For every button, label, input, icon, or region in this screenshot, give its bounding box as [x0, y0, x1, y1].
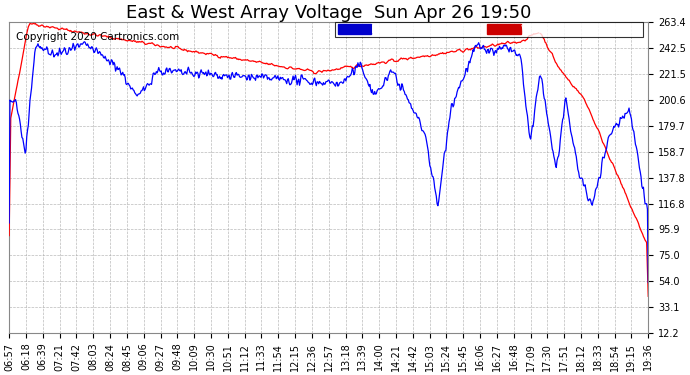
Text: Copyright 2020 Cartronics.com: Copyright 2020 Cartronics.com [16, 32, 179, 42]
Legend: East Array (DC Volts), West Array (DC Volts): East Array (DC Volts), West Array (DC Vo… [335, 22, 642, 37]
Title: East & West Array Voltage  Sun Apr 26 19:50: East & West Array Voltage Sun Apr 26 19:… [126, 4, 531, 22]
